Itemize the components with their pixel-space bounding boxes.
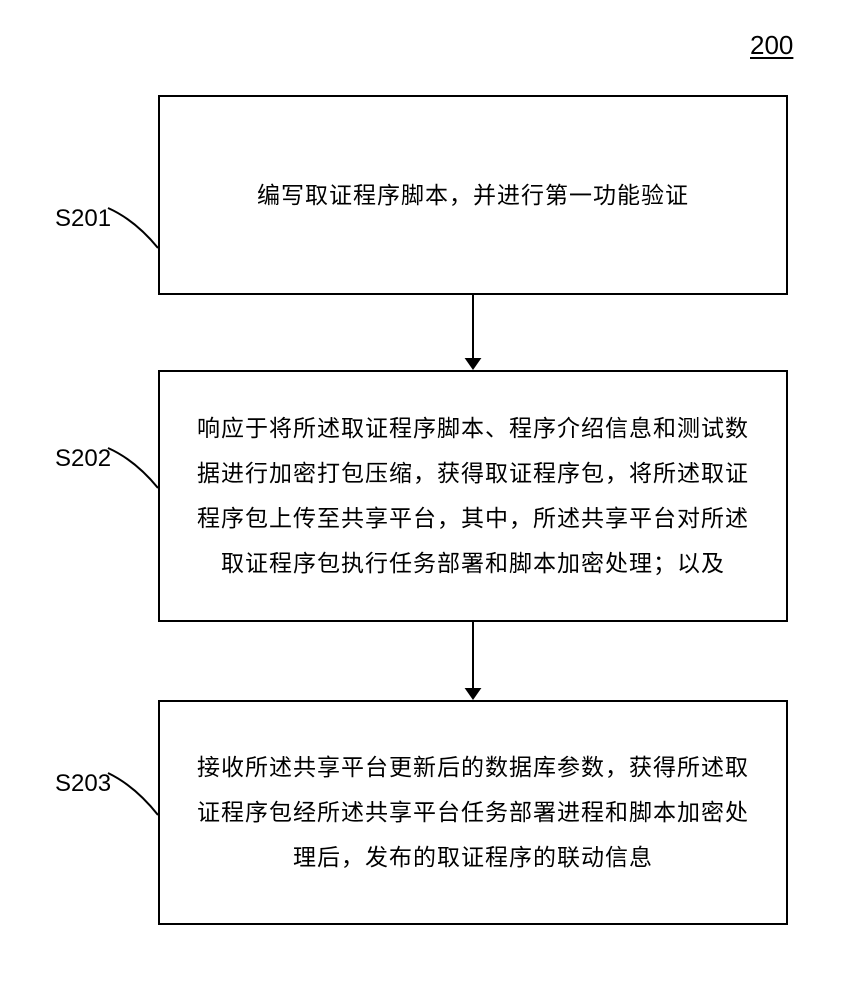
step-label-s201: S201 <box>55 205 111 233</box>
step-label-s203: S203 <box>55 770 111 798</box>
diagram-number-label: 200 <box>750 30 793 61</box>
flow-step-s203: 接收所述共享平台更新后的数据库参数，获得所述取证程序包经所述共享平台任务部署进程… <box>158 700 788 925</box>
flow-step-text: 接收所述共享平台更新后的数据库参数，获得所述取证程序包经所述共享平台任务部署进程… <box>188 745 758 880</box>
flow-step-s201: 编写取证程序脚本，并进行第一功能验证 <box>158 95 788 295</box>
flow-step-s202: 响应于将所述取证程序脚本、程序介绍信息和测试数据进行加密打包压缩，获得取证程序包… <box>158 370 788 622</box>
step-label-s202: S202 <box>55 445 111 473</box>
flow-step-text: 编写取证程序脚本，并进行第一功能验证 <box>257 173 689 218</box>
flow-step-text: 响应于将所述取证程序脚本、程序介绍信息和测试数据进行加密打包压缩，获得取证程序包… <box>188 406 758 585</box>
